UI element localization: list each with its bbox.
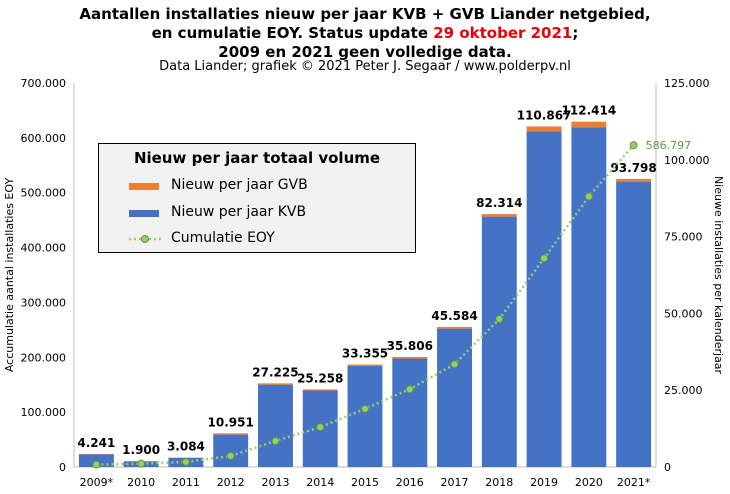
legend-swatch-cumulative — [129, 235, 161, 243]
cumulative-point — [226, 451, 235, 460]
x-tick-label: 2018 — [485, 476, 513, 489]
bar-gvb — [213, 433, 249, 435]
x-tick-label: 2020 — [575, 476, 603, 489]
right-tick-label: 75.000 — [664, 231, 703, 244]
cumulative-point — [495, 315, 504, 324]
left-tick-label: 100.000 — [21, 406, 67, 419]
chart-title-line1: Aantallen installaties nieuw per jaar KV… — [79, 5, 651, 23]
legend-swatch-kvb — [129, 210, 159, 217]
right-axis-title: Nieuwe installaties per kalenderjaar — [712, 176, 725, 375]
x-tick-label: 2014 — [306, 476, 334, 489]
left-tick-label: 600.000 — [21, 132, 67, 145]
bar-kvb — [347, 365, 383, 467]
cumulative-point — [137, 459, 146, 468]
x-tick-label: 2010 — [127, 476, 155, 489]
bar-gvb — [481, 214, 517, 217]
x-tick-label: 2021* — [617, 476, 651, 489]
bar-kvb — [213, 434, 249, 467]
x-tick-label: 2009* — [80, 476, 114, 489]
bar-gvb — [347, 364, 383, 366]
right-tick-label: 25.000 — [664, 384, 703, 397]
legend-label-cumulative: Cumulatie EOY — [171, 230, 275, 246]
x-tick-label: 2012 — [217, 476, 245, 489]
bar-total-label: 25.258 — [297, 371, 343, 385]
legend-swatch-gvb — [129, 183, 159, 190]
right-tick-label: 0 — [664, 461, 671, 474]
left-tick-label: 0 — [59, 461, 66, 474]
bar-gvb — [392, 357, 428, 359]
x-tick-label: 2011 — [172, 476, 200, 489]
cumulative-point — [629, 141, 638, 150]
chart-title-line3: 2009 en 2021 geen volledige data. — [218, 43, 512, 61]
bar-kvb — [392, 358, 428, 467]
cumulative-point — [540, 254, 549, 263]
x-tick-label: 2019 — [530, 476, 558, 489]
left-tick-label: 200.000 — [21, 351, 67, 364]
left-tick-label: 500.000 — [21, 187, 67, 200]
bar-kvb — [616, 181, 652, 467]
left-tick-label: 300.000 — [21, 296, 67, 309]
left-tick-label: 400.000 — [21, 242, 67, 255]
bar-total-label: 112.414 — [562, 104, 617, 118]
bar-total-label: 45.584 — [431, 309, 477, 323]
right-tick-label: 50.000 — [664, 307, 703, 320]
x-tick-label: 2015 — [351, 476, 379, 489]
cumulative-point — [316, 423, 325, 432]
bar-total-label: 82.314 — [476, 196, 522, 210]
bar-kvb — [258, 384, 293, 467]
bar-gvb — [571, 121, 607, 128]
right-tick-label: 125.000 — [664, 77, 710, 90]
right-tick-label: 100.000 — [664, 154, 710, 167]
bar-total-label: 10.951 — [208, 415, 254, 429]
bar-total-label: 3.084 — [167, 440, 205, 454]
cumulative-point — [181, 457, 190, 466]
bar-kvb — [526, 131, 562, 467]
chart-title-line2: en cumulatie EOY. Status update 29 oktob… — [0, 24, 730, 43]
left-tick-label: 700.000 — [21, 77, 67, 90]
legend-label-gvb: Nieuw per jaar GVB — [171, 177, 308, 193]
title-line2-suffix: ; — [572, 24, 579, 42]
legend-label-kvb: Nieuw per jaar KVB — [171, 204, 307, 220]
bar-gvb — [526, 126, 562, 132]
bar-total-label: 33.355 — [342, 347, 388, 361]
bar-total-label: 93.798 — [610, 161, 656, 175]
cumulative-point — [271, 436, 280, 445]
x-tick-label: 2016 — [396, 476, 424, 489]
chart-legend: Nieuw per jaar totaal volume Nieuw per j… — [98, 143, 416, 253]
cumulative-point — [405, 385, 414, 394]
cumulative-point — [450, 360, 459, 369]
bar-kvb — [481, 216, 517, 467]
bar-gvb — [437, 326, 472, 329]
cumulative-point — [92, 460, 101, 469]
bar-total-label: 1.900 — [122, 443, 160, 457]
x-tick-label: 2013 — [261, 476, 289, 489]
bar-total-label: 110.867 — [517, 108, 572, 122]
bar-gvb — [258, 383, 293, 385]
cumulative-final-label: 586.797 — [646, 139, 692, 152]
cumulative-point — [584, 192, 593, 201]
title-update-date: 29 oktober 2021 — [433, 24, 573, 42]
bar-total-label: 4.241 — [77, 436, 115, 450]
chart-source: Data Liander; grafiek © 2021 Peter J. Se… — [159, 59, 571, 74]
bar-total-label: 27.225 — [252, 365, 298, 379]
bar-gvb — [302, 389, 338, 391]
bar-total-label: 35.806 — [387, 339, 433, 353]
bar-gvb — [616, 178, 652, 182]
legend-title: Nieuw per jaar totaal volume — [133, 149, 381, 167]
bar-kvb — [437, 328, 472, 467]
left-axis-title: Accumulatie aantal installaties EOY — [3, 178, 16, 373]
x-tick-label: 2017 — [441, 476, 469, 489]
bar-kvb — [571, 127, 607, 467]
cumulative-point — [361, 404, 369, 413]
title-line2-prefix: en cumulatie EOY. Status update — [151, 24, 434, 42]
